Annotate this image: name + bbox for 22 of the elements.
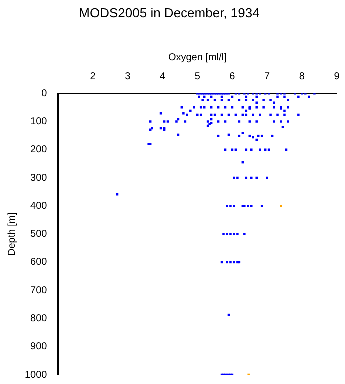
- x-tick-label: 2: [90, 71, 96, 82]
- x-tick-label: 6: [230, 71, 236, 82]
- x-tick-label: 3: [125, 71, 132, 82]
- x-tick-label: 4: [160, 71, 166, 82]
- y-axis-title: Depth [m]: [6, 212, 18, 256]
- y-tick-label: 800: [30, 313, 48, 324]
- y-tick-label: 400: [30, 200, 48, 212]
- y-tick-label: 100: [30, 116, 48, 128]
- y-tick-label: 200: [30, 144, 48, 156]
- x-tick-label: 9: [334, 71, 340, 82]
- x-tick-label: 7: [264, 71, 271, 82]
- y-tick-label: 500: [30, 229, 48, 240]
- y-tick-label: 1000: [24, 370, 48, 381]
- x-axis-title: Oxygen [ml/l]: [168, 52, 228, 64]
- y-tick-label: 0: [42, 88, 48, 100]
- y-tick-label: 900: [30, 342, 48, 353]
- chart-title: MODS2005 in December, 1934: [79, 5, 260, 20]
- x-tick-label: 8: [299, 71, 306, 82]
- y-tick-label: 600: [30, 257, 48, 268]
- y-tick-label: 700: [30, 285, 48, 296]
- y-tick-label: 300: [30, 172, 48, 184]
- x-tick-label: 5: [194, 71, 201, 82]
